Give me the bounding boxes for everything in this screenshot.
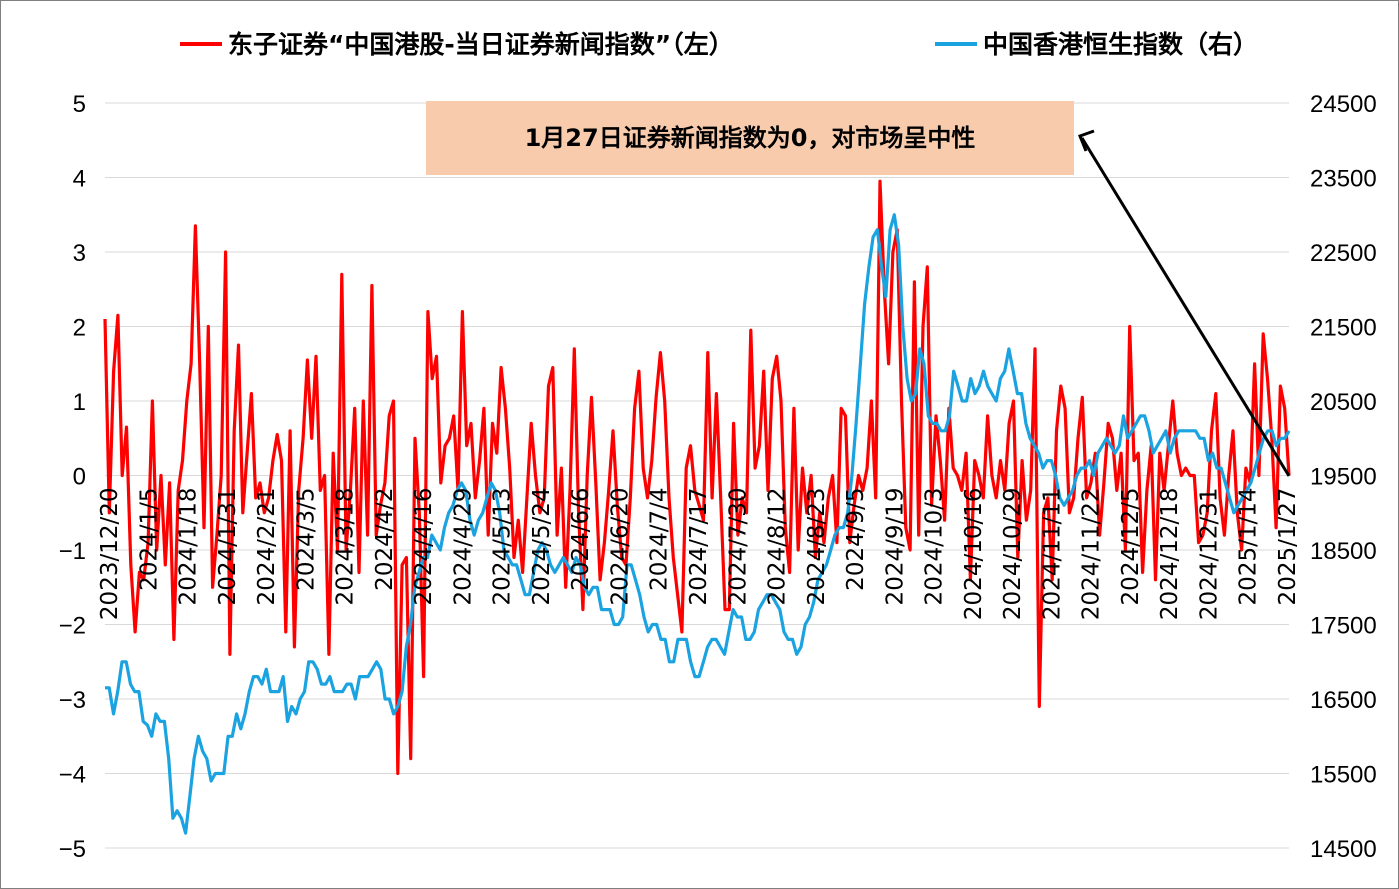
x-tick-label: 2024/1/18 (176, 488, 202, 606)
right-tick-label: 20500 (1310, 389, 1377, 416)
series-line-hsi (105, 213, 1291, 835)
x-tick-label: 2024/8/12 (765, 488, 791, 606)
annotation-arrow-line (1080, 137, 1291, 477)
x-tick-label: 2024/4/16 (411, 487, 437, 605)
right-tick-label: 24500 (1310, 91, 1377, 118)
left-tick-label: 5 (73, 91, 86, 118)
right-tick-label: 18500 (1310, 538, 1377, 565)
x-tick-label: 2024/5/24 (529, 488, 555, 606)
left-tick-label: −5 (59, 836, 86, 863)
x-tick-label: 2024/11/22 (1079, 488, 1105, 621)
right-tick-label: 16500 (1310, 687, 1377, 714)
x-tick-label: 2024/12/5 (1118, 488, 1144, 606)
left-tick-label: 0 (73, 464, 86, 491)
left-tick-label: −3 (59, 687, 86, 714)
x-tick-label: 2024/7/30 (725, 488, 751, 606)
right-tick-label: 19500 (1310, 464, 1377, 491)
x-tick-label: 2024/1/5 (136, 488, 162, 591)
legend-label-news-index: 东子证券“中国港股-当日证券新闻指数”（左） (228, 30, 734, 59)
x-tick-label: 2024/4/2 (372, 488, 398, 591)
x-tick-label: 2025/1/27 (1275, 488, 1301, 606)
right-tick-label: 17500 (1310, 613, 1377, 640)
annotation-text: 1月27日证券新闻指数为0，对市场呈中性 (525, 124, 976, 152)
x-tick-label: 2025/1/14 (1236, 488, 1262, 606)
x-tick-label: 2024/12/31 (1196, 488, 1222, 621)
gridlines (105, 102, 1289, 849)
x-tick-label: 2024/10/3 (922, 488, 948, 606)
x-tick-label: 2024/2/21 (254, 488, 280, 606)
right-axis-ticks: 24500 23500 22500 21500 20500 19500 18500 17500… (1310, 91, 1377, 863)
x-tick-label: 2024/9/19 (882, 488, 908, 606)
x-tick-label: 2024/6/20 (607, 488, 633, 606)
x-tick-label: 2023/12/20 (97, 488, 123, 621)
series-line-news-index (103, 179, 1291, 776)
right-tick-label: 21500 (1310, 315, 1377, 342)
annotation-arrow-head (1078, 129, 1095, 152)
x-tick-label: 2024/10/29 (1000, 487, 1026, 620)
x-tick-label: 2024/5/13 (490, 487, 516, 605)
legend-label-hsi: 中国香港恒生指数（右） (983, 30, 1258, 59)
x-tick-label: 2024/1/31 (215, 488, 241, 606)
right-tick-label: 15500 (1310, 762, 1377, 789)
left-tick-label: −1 (59, 538, 86, 565)
x-tick-label: 2024/7/4 (647, 488, 673, 591)
x-tick-label: 2024/12/18 (1157, 488, 1183, 621)
right-tick-label: 22500 (1310, 240, 1377, 267)
x-axis-ticks: 2023/12/20 2024/1/5 2024/1/18 2024/1/31 2024… (97, 487, 1301, 620)
annotation-box (426, 101, 1074, 175)
left-tick-label: 2 (73, 315, 86, 342)
x-tick-label: 2024/3/5 (293, 488, 319, 591)
legend: 东子证券“中国港股-当日证券新闻指数”（左） 中国香港恒生指数（右） (180, 30, 1258, 59)
left-tick-label: −4 (59, 762, 86, 789)
x-tick-label: 2024/4/29 (450, 488, 476, 606)
left-tick-label: 4 (73, 166, 86, 193)
x-tick-label: 2024/8/23 (804, 488, 830, 606)
left-tick-label: 1 (73, 389, 86, 416)
left-tick-label: −2 (59, 613, 86, 640)
x-tick-label: 2024/6/6 (568, 488, 594, 591)
right-tick-label: 14500 (1310, 836, 1377, 863)
x-tick-label: 2024/10/16 (961, 488, 987, 621)
series-lines (103, 179, 1291, 835)
x-tick-label: 2024/9/5 (843, 488, 869, 591)
left-axis-ticks: 5 4 3 2 1 0 −1 −2 −3 −4 −5 (59, 91, 86, 863)
right-tick-label: 23500 (1310, 166, 1377, 193)
x-tick-label: 2024/11/11 (1039, 488, 1065, 621)
left-tick-label: 3 (73, 240, 86, 267)
x-tick-label: 2024/7/17 (686, 488, 712, 606)
annotation: 1月27日证券新闻指数为0，对市场呈中性 (426, 101, 1291, 477)
x-tick-label: 2024/3/18 (333, 488, 359, 606)
